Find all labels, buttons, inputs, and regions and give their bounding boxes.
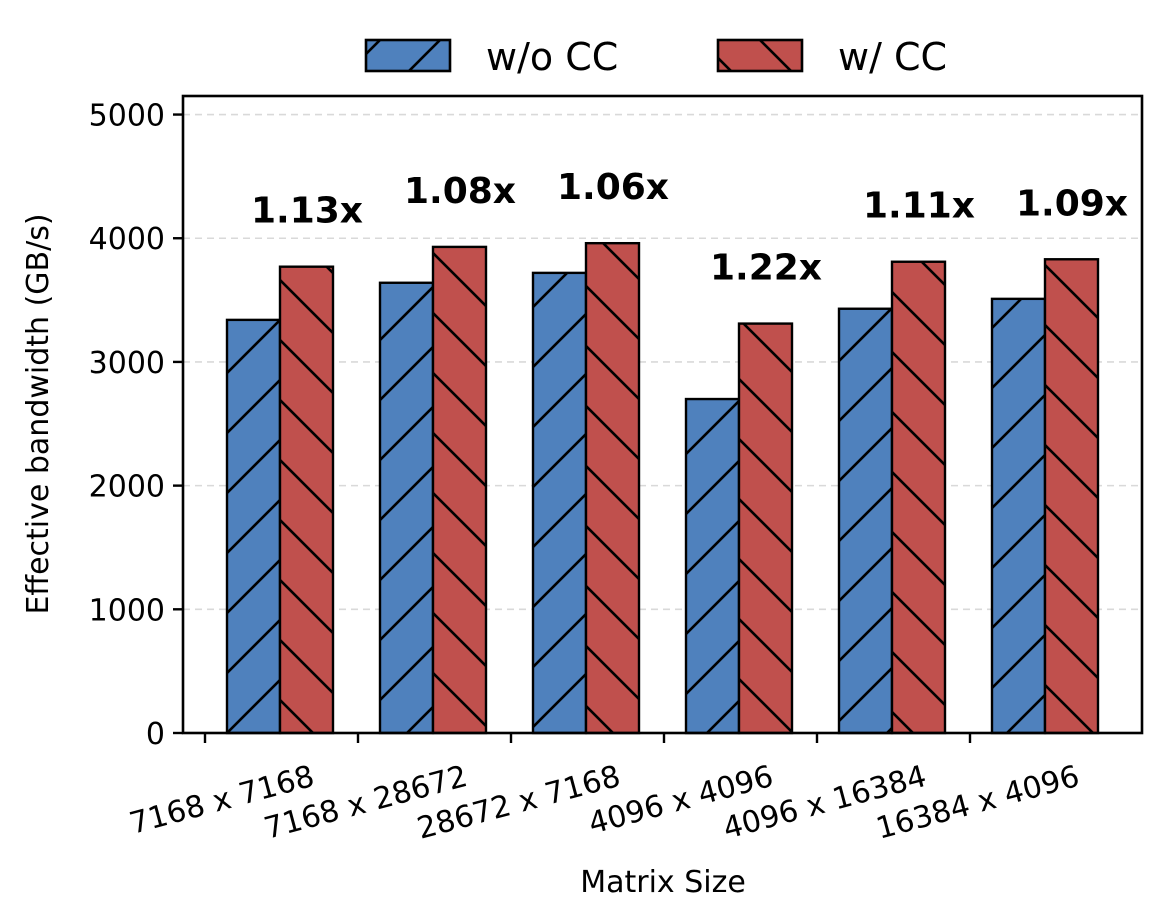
bar-hatch bbox=[684, 397, 741, 735]
ratio-label: 1.08x bbox=[404, 171, 516, 212]
ratio-label: 1.13x bbox=[251, 191, 363, 232]
bar-hatch bbox=[531, 271, 588, 735]
bar-wo-cc bbox=[225, 318, 282, 735]
ratio-label: 1.22x bbox=[710, 248, 822, 289]
y-axis-title: Effective bandwidth (GB/s) bbox=[21, 213, 56, 614]
y-tick-label: 3000 bbox=[89, 346, 165, 381]
bars bbox=[225, 241, 1100, 735]
bar-wo-cc bbox=[378, 281, 435, 735]
bar-hatch bbox=[990, 297, 1047, 735]
bar-w-cc bbox=[890, 260, 947, 735]
bar-hatch bbox=[378, 281, 435, 735]
bar-wo-cc bbox=[837, 307, 894, 735]
x-axis-title: Matrix Size bbox=[580, 865, 746, 900]
bar-hatch bbox=[225, 318, 282, 735]
bar-w-cc bbox=[1043, 258, 1100, 735]
y-tick-label: 2000 bbox=[89, 470, 165, 505]
legend-label-w-cc: w/ CC bbox=[838, 35, 947, 79]
bar-hatch bbox=[890, 260, 947, 735]
bar-w-cc bbox=[431, 245, 488, 735]
bar-hatch bbox=[584, 241, 641, 735]
y-tick-label: 1000 bbox=[89, 593, 165, 628]
bar-hatch bbox=[837, 307, 894, 735]
bar-w-cc bbox=[737, 322, 794, 735]
gridlines bbox=[183, 113, 1142, 611]
y-tick-label: 4000 bbox=[89, 222, 165, 257]
bar-w-cc bbox=[584, 241, 641, 735]
bar-hatch bbox=[737, 322, 794, 735]
legend-item-w-cc: w/ CC bbox=[716, 35, 947, 79]
bar-hatch bbox=[278, 265, 335, 735]
legend-label-wo-cc: w/o CC bbox=[486, 35, 618, 79]
plot-frame bbox=[181, 94, 1144, 735]
ratio-label: 1.11x bbox=[863, 186, 975, 227]
legend-swatch-w-cc-hatch bbox=[716, 38, 804, 73]
bar-hatch bbox=[431, 245, 488, 735]
ratio-annotations: 1.13x 1.08x 1.06x 1.22x 1.11x 1.09x bbox=[251, 167, 1128, 288]
ratio-label: 1.09x bbox=[1016, 183, 1128, 224]
y-tick-label: 5000 bbox=[89, 99, 165, 134]
y-axis: 0 1000 2000 3000 4000 5000 bbox=[89, 99, 183, 752]
bar-wo-cc bbox=[531, 271, 588, 735]
y-tick-label: 0 bbox=[146, 717, 165, 752]
bar-wo-cc bbox=[684, 397, 741, 735]
bar-wo-cc bbox=[990, 297, 1047, 735]
bar-hatch bbox=[1043, 258, 1100, 735]
legend-item-wo-cc: w/o CC bbox=[364, 35, 618, 79]
legend-swatch-wo-cc-hatch bbox=[364, 38, 452, 73]
ratio-label: 1.06x bbox=[557, 167, 669, 208]
legend: w/o CC w/ CC bbox=[364, 35, 947, 79]
bar-w-cc bbox=[278, 265, 335, 735]
